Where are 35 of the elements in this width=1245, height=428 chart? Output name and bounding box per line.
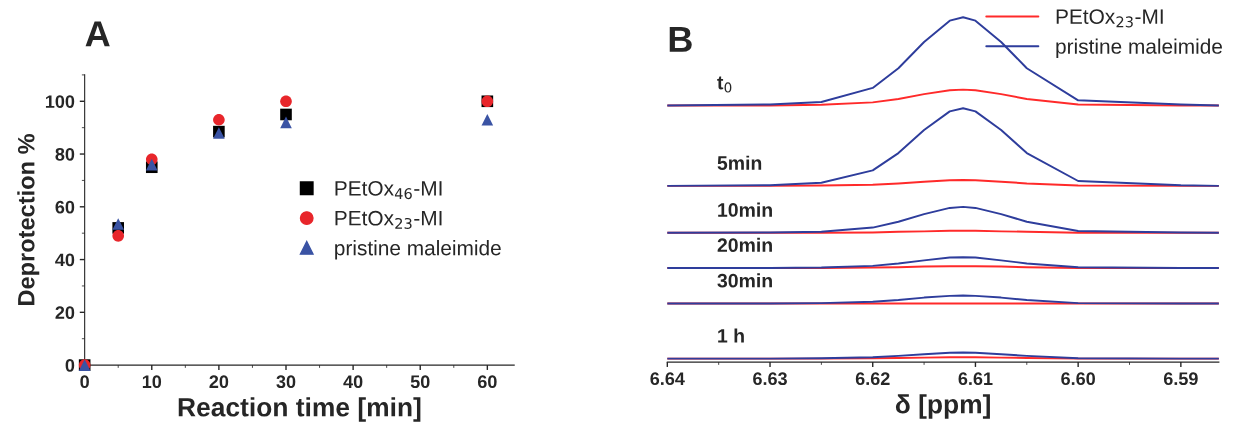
x-tick-label: 6.63 xyxy=(753,372,787,386)
annotation: t$_{0}$ xyxy=(717,76,732,93)
x-axis-title: δ [ppm] xyxy=(895,394,990,419)
x-tick-label: 40 xyxy=(343,375,363,389)
legend-label: pristine maleimide xyxy=(1056,38,1222,58)
y-tick-label: 20 xyxy=(55,306,75,320)
annotation: 20min xyxy=(717,237,772,253)
x-tick-label: 6.64 xyxy=(650,372,685,386)
y-tick-label: 40 xyxy=(55,253,75,267)
x-tick-label: 6.60 xyxy=(1061,372,1095,386)
y-tick-label: 60 xyxy=(55,200,75,214)
x-tick-label: 6.59 xyxy=(1163,372,1198,386)
x-tick-label: 50 xyxy=(410,375,430,389)
x-tick-label: 20 xyxy=(209,375,229,389)
chart-title: A xyxy=(85,21,110,47)
y-tick-label: 0 xyxy=(65,359,75,372)
x-tick-label: 6.61 xyxy=(958,372,993,386)
y-tick-label: 80 xyxy=(55,147,75,161)
x-tick-label: 30 xyxy=(276,375,296,389)
y-axis-title: Deprotection % xyxy=(17,134,40,305)
chart-title: B xyxy=(669,26,692,52)
annotation: 5min xyxy=(717,155,762,170)
annotation: 1 h xyxy=(718,328,744,343)
x-tick-label: 60 xyxy=(477,375,497,389)
legend-label: PEtOx$_{46}$-MI xyxy=(335,180,442,200)
legend-label: pristine maleimide xyxy=(335,240,501,260)
x-tick-label: 6.62 xyxy=(855,372,890,386)
y-tick-label: 100 xyxy=(45,95,75,108)
legend-label: PEtOx$_{23}$-MI xyxy=(335,210,442,229)
legend-label: PEtOx$_{23}$-MI xyxy=(1056,9,1163,28)
x-tick-label: 10 xyxy=(142,375,162,389)
annotation: 30min xyxy=(717,273,772,288)
x-axis-title: Reaction time [min] xyxy=(178,397,421,422)
x-tick-label: 0 xyxy=(80,375,89,389)
annotation: 10min xyxy=(718,202,772,217)
